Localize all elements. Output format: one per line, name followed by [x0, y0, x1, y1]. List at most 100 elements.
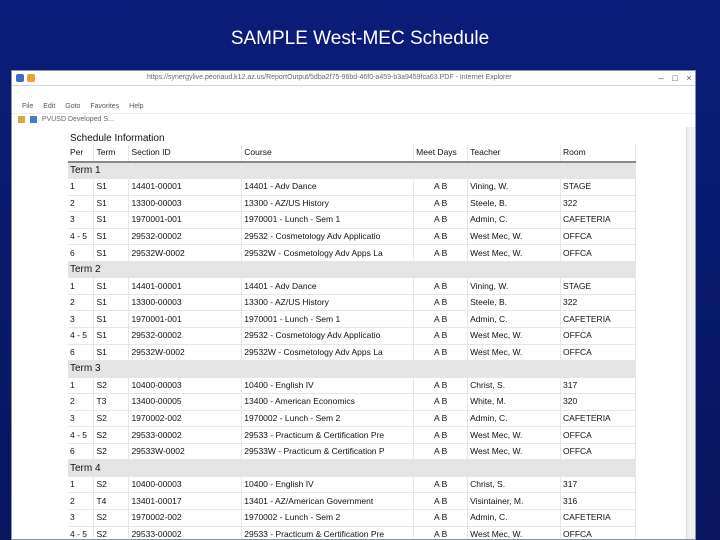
vertical-scrollbar[interactable] — [686, 127, 695, 539]
table-row: 6 S2 29533W-0002 29533W - Practicum & Certi… — [68, 443, 636, 461]
term-header-row: Term 4 — [68, 459, 636, 477]
room-cell: CAFETERIA — [560, 211, 636, 229]
term-cell: S2 — [93, 426, 130, 444]
meet-days-cell: A B — [413, 377, 469, 395]
pdf-icon — [27, 74, 35, 82]
section-id-cell: 1970001-001 — [128, 310, 243, 329]
menu-help[interactable]: Help — [129, 103, 144, 110]
room-cell: 322 — [560, 294, 636, 312]
term-cell: S2 — [93, 526, 130, 539]
period-cell: 6 — [68, 443, 95, 461]
room-cell: CAFETERIA — [560, 410, 636, 428]
column-header: Teacher — [467, 145, 562, 163]
table-row: 2 T3 13400-00005 13400 - American Economics… — [68, 393, 636, 411]
course-cell: 13400 - American Economics — [241, 393, 415, 411]
menu-goto[interactable]: Goto — [65, 103, 81, 110]
course-cell: 14401 - Adv Dance — [241, 178, 415, 196]
room-cell: OFFCA — [560, 327, 636, 345]
table-row: 1 S2 10400-00003 10400 - English IV A B Chris… — [68, 377, 636, 395]
term-cell: S2 — [93, 410, 130, 428]
minimize-button[interactable]: – — [658, 73, 664, 83]
menu-edit[interactable]: Edit — [43, 103, 56, 110]
teacher-cell: Admin, C. — [467, 509, 562, 527]
section-id-cell: 29532-00002 — [128, 228, 243, 246]
table-row: 1 S2 10400-00003 10400 - English IV A B Chris… — [68, 476, 636, 494]
section-id-cell: 1970002-002 — [128, 410, 243, 428]
column-header: Meet Days — [413, 145, 469, 163]
course-cell: 29533 - Practicum & Certification Pre — [241, 526, 415, 539]
teacher-cell: Visintainer, M. — [467, 492, 562, 511]
period-cell: 1 — [68, 178, 95, 196]
meet-days-cell: A B — [413, 393, 469, 411]
meet-days-cell: A B — [413, 310, 469, 329]
course-cell: 1970001 - Lunch - Sem 1 — [241, 211, 415, 229]
favorites-star-icon[interactable] — [18, 115, 25, 123]
table-row: 6 S1 29532W-0002 29532W - Cosmetology Adv A… — [68, 244, 636, 262]
term-label: Term 4 — [68, 459, 636, 477]
schedule-table: Per Term Section ID Course Meet Days Tea… — [68, 145, 636, 539]
table-row: 4 - 5 S1 29532-00002 29532 - Cosmetology Ad… — [68, 327, 636, 345]
term-cell: S1 — [93, 178, 130, 196]
section-id-cell: 1970002-002 — [128, 509, 243, 527]
favorite-link[interactable]: PVUSD Developed S... — [41, 116, 114, 123]
period-cell: 2 — [68, 492, 95, 511]
term-header-row: Term 1 — [68, 161, 636, 180]
term-cell: S2 — [93, 476, 130, 494]
teacher-cell: West Mec, W. — [467, 443, 562, 461]
term-cell: T3 — [93, 393, 130, 411]
term-header-row: Term 3 — [68, 360, 636, 378]
meet-days-cell: A B — [413, 410, 469, 428]
room-cell: 320 — [560, 393, 636, 411]
room-cell: CAFETERIA — [560, 310, 636, 329]
teacher-cell: Steele, B. — [467, 195, 562, 213]
term-cell: S1 — [93, 211, 130, 229]
course-cell: 13300 - AZ/US History — [241, 294, 415, 312]
menu-favorites[interactable]: Favorites — [90, 103, 120, 110]
teacher-cell: White, M. — [467, 393, 562, 411]
menu-bar: File Edit Goto Favorites Help — [12, 101, 695, 114]
room-cell: 317 — [560, 377, 636, 395]
table-row: 4 - 5 S2 29533-00002 29533 - Practicum & Ce… — [68, 426, 636, 444]
period-cell: 2 — [68, 294, 95, 312]
table-row: 4 - 5 S2 29533-00002 29533 - Practicum & Ce… — [68, 526, 636, 539]
room-cell: OFFCA — [560, 526, 636, 539]
column-header: Per — [68, 145, 95, 163]
back-icon[interactable] — [16, 74, 24, 82]
course-cell: 29533W - Practicum & Certification P — [241, 443, 415, 461]
menu-file[interactable]: File — [22, 103, 34, 110]
favorites-bar: PVUSD Developed S... — [12, 114, 695, 126]
section-id-cell: 13401-00017 — [128, 492, 243, 511]
course-cell: 29532W - Cosmetology Adv Apps La — [241, 244, 415, 262]
period-cell: 2 — [68, 195, 95, 213]
close-button[interactable]: × — [686, 73, 692, 83]
meet-days-cell: A B — [413, 327, 469, 345]
room-cell: STAGE — [560, 178, 636, 196]
course-cell: 1970002 - Lunch - Sem 2 — [241, 509, 415, 527]
course-cell: 10400 - English IV — [241, 377, 415, 395]
course-cell: 1970002 - Lunch - Sem 2 — [241, 410, 415, 428]
period-cell: 3 — [68, 310, 95, 329]
term-cell: S2 — [93, 509, 130, 527]
table-row: 1 S1 14401-00001 14401 - Adv Dance A B Vining… — [68, 277, 636, 295]
course-cell: 13401 - AZ/American Government — [241, 492, 415, 511]
meet-days-cell: A B — [413, 277, 469, 295]
period-cell: 4 - 5 — [68, 327, 95, 345]
maximize-button[interactable]: □ — [672, 73, 678, 83]
meet-days-cell: A B — [413, 228, 469, 246]
address-bar[interactable]: https://synergylive.peoriaud.k12.az.us/R… — [147, 74, 512, 81]
period-cell: 6 — [68, 244, 95, 262]
room-cell: 316 — [560, 492, 636, 511]
term-cell: S1 — [93, 244, 130, 262]
term-cell: T4 — [93, 492, 130, 511]
slide-title: SAMPLE West-MEC Schedule — [230, 28, 490, 49]
period-cell: 3 — [68, 211, 95, 229]
column-header: Term — [93, 145, 130, 163]
section-id-cell: 29532W-0002 — [128, 244, 243, 262]
meet-days-cell: A B — [413, 509, 469, 527]
column-header: Room — [560, 145, 636, 163]
meet-days-cell: A B — [413, 294, 469, 312]
browser-window: https://synergylive.peoriaud.k12.az.us/R… — [11, 70, 696, 540]
